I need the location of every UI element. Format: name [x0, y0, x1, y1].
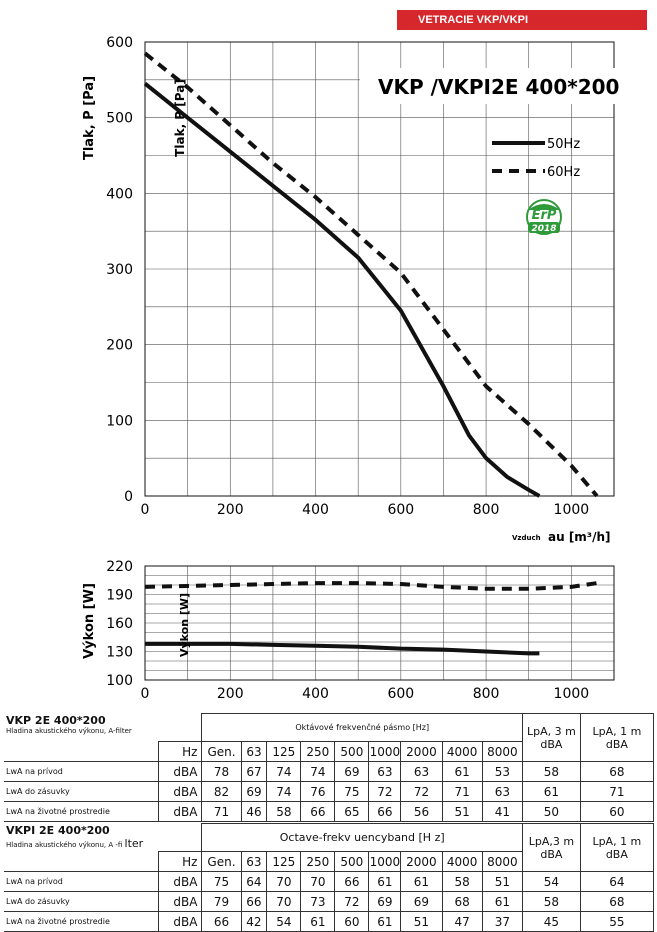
- col-header: 250: [300, 741, 336, 762]
- table-title-block: VKP 2E 400*200 Hladina akustického výkon…: [4, 714, 202, 742]
- lp3-header: LpA, 3 m dBA: [522, 713, 581, 762]
- pressure-y-tick-label: 400: [106, 186, 133, 202]
- pressure-y-tick-label: 300: [106, 262, 133, 278]
- chart-title: VKP /VKPI2E 400*200: [378, 75, 619, 99]
- erp-badge: ErP 2018: [526, 199, 562, 235]
- power-x-tick-label: 600: [387, 686, 414, 702]
- col-header: 8000: [481, 851, 524, 872]
- power-y-tick-label: 220: [106, 559, 133, 575]
- col-header: 125: [266, 741, 302, 762]
- hz-label: Hz: [158, 851, 203, 872]
- power-x-tick-label: 0: [141, 686, 150, 702]
- col-header: 8000: [481, 741, 524, 762]
- col-header: 1000: [368, 851, 402, 872]
- pressure-x-tick-label: 600: [387, 502, 414, 518]
- pressure-x-tick-label: 1000: [554, 502, 590, 518]
- table-subtitle: Hladina akustického výkonu, A-filter: [6, 726, 132, 735]
- col-header: 500: [334, 851, 370, 872]
- pressure-y-tick-label: 500: [106, 111, 133, 127]
- power-y-tick-label: 100: [106, 673, 133, 689]
- pressure-y-axis-label: Tlak, P [Pa]: [82, 76, 97, 160]
- pressure-x-tick-label: 200: [217, 502, 244, 518]
- col-header: 63: [240, 741, 268, 762]
- col-header: Gen.: [201, 741, 242, 762]
- acoustic-table-vkpi: VKPI 2E 400*200 Hladina akustického výko…: [4, 823, 655, 932]
- power-x-tick-label: 800: [473, 686, 500, 702]
- power-y-axis-label-ghost: Výkon [W]: [178, 593, 191, 657]
- power-frame: [144, 565, 615, 681]
- power-chart: 0 200 400 600 800 1000 100 130 160 190 220 Výkon […: [82, 559, 615, 702]
- pressure-chart: 0 200 400 600 800 1000 0 100 200 300 400 500 600 Tla…: [82, 35, 644, 544]
- lp1-header: LpA, 1 m dBA: [579, 823, 655, 872]
- table-title: VKPI 2E 400*200: [6, 823, 110, 837]
- table-row: LwA na prívod dBA 78 67 74 74 69 63 63 61 53 58 68: [4, 761, 655, 782]
- table-row: LwA na životné prostredie dBA 71 46 58 66 65 6…: [4, 801, 655, 822]
- band-header: Octave-frekv uencyband [H z]: [201, 823, 524, 852]
- pressure-y-tick-label: 0: [124, 489, 133, 505]
- power-x-tick-label: 200: [217, 686, 244, 702]
- col-header: 500: [334, 741, 370, 762]
- col-header: 4000: [441, 851, 483, 872]
- pressure-y-axis-label-ghost: Tlak, P [Pa]: [173, 79, 187, 157]
- table-row: LwA na prívod dBA 75 64 70 70 66 61 61 58 51 54 64: [4, 871, 655, 892]
- acoustic-table-vkp: VKP 2E 400*200 Hladina akustického výkon…: [4, 713, 655, 822]
- lp1-header: LpA, 1 m dBA: [579, 713, 655, 762]
- legend-label-60hz: 60Hz: [547, 165, 580, 180]
- section-banner: VETRACIE VKP/VKPI: [397, 10, 647, 30]
- col-header: Gen.: [201, 851, 242, 872]
- pressure-x-tick-label: 400: [302, 502, 329, 518]
- table-title: VKP 2E 400*200: [6, 713, 106, 727]
- power-ticks: 0 200 400 600 800 1000 100 130 160 190 220: [106, 559, 589, 702]
- legend: 50Hz 60Hz: [492, 137, 580, 180]
- pressure-x-tick-label: 800: [473, 502, 500, 518]
- power-y-tick-label: 160: [106, 616, 133, 632]
- hz-label: Hz: [158, 741, 203, 762]
- pressure-y-tick-label: 100: [106, 413, 133, 429]
- lp3-header: LpA,3 m dBA: [522, 823, 581, 872]
- table-subtitle: Hladina akustického výkonu, A -fi lter: [6, 836, 144, 850]
- pressure-series-50hz: [143, 82, 541, 498]
- col-header: 2000: [400, 741, 443, 762]
- col-header: 250: [300, 851, 336, 872]
- pressure-y-tick-label: 600: [106, 35, 133, 51]
- col-header: 125: [266, 851, 302, 872]
- power-y-tick-label: 190: [106, 588, 133, 604]
- pressure-grid: [144, 41, 615, 497]
- pressure-y-tick-label: 200: [106, 338, 133, 354]
- power-y-tick-label: 130: [106, 645, 133, 661]
- table-row: LwA do zásuvky dBA 79 66 70 73 72 69 69 68 61 58 6…: [4, 891, 655, 912]
- pressure-series: [143, 51, 599, 498]
- col-header: 63: [240, 851, 268, 872]
- col-header: 4000: [441, 741, 483, 762]
- power-series-dashed: [144, 581, 598, 591]
- power-grid: [144, 565, 615, 681]
- col-header: 2000: [400, 851, 443, 872]
- x-axis-prefix: Vzduch: [512, 534, 541, 542]
- power-y-axis-label: Výkon [W]: [82, 583, 97, 659]
- pressure-x-tick-label: 0: [141, 502, 150, 518]
- table-row: LwA do zásuvky dBA 82 69 74 76 75 72 72 71 63 61 7…: [4, 781, 655, 802]
- col-header: 1000: [368, 741, 402, 762]
- x-axis-label: au [m³/h]: [548, 530, 610, 544]
- chart-title-background: [360, 68, 644, 104]
- pressure-series-60hz: [143, 51, 599, 498]
- erp-badge-top: ErP: [532, 208, 557, 223]
- erp-badge-bottom: 2018: [531, 224, 556, 234]
- band-header: Oktávové frekvenčné pásmo [Hz]: [201, 713, 524, 742]
- power-x-tick-label: 1000: [554, 686, 590, 702]
- pressure-ticks: 0 200 400 600 800 1000 0 100 200 300 400 500 600: [106, 35, 589, 518]
- pressure-frame: [144, 41, 615, 497]
- table-title-block: VKPI 2E 400*200 Hladina akustického výko…: [4, 824, 202, 852]
- power-series-solid: [145, 641, 540, 656]
- legend-label-50hz: 50Hz: [547, 137, 580, 152]
- power-x-tick-label: 400: [302, 686, 329, 702]
- power-series: [144, 581, 598, 656]
